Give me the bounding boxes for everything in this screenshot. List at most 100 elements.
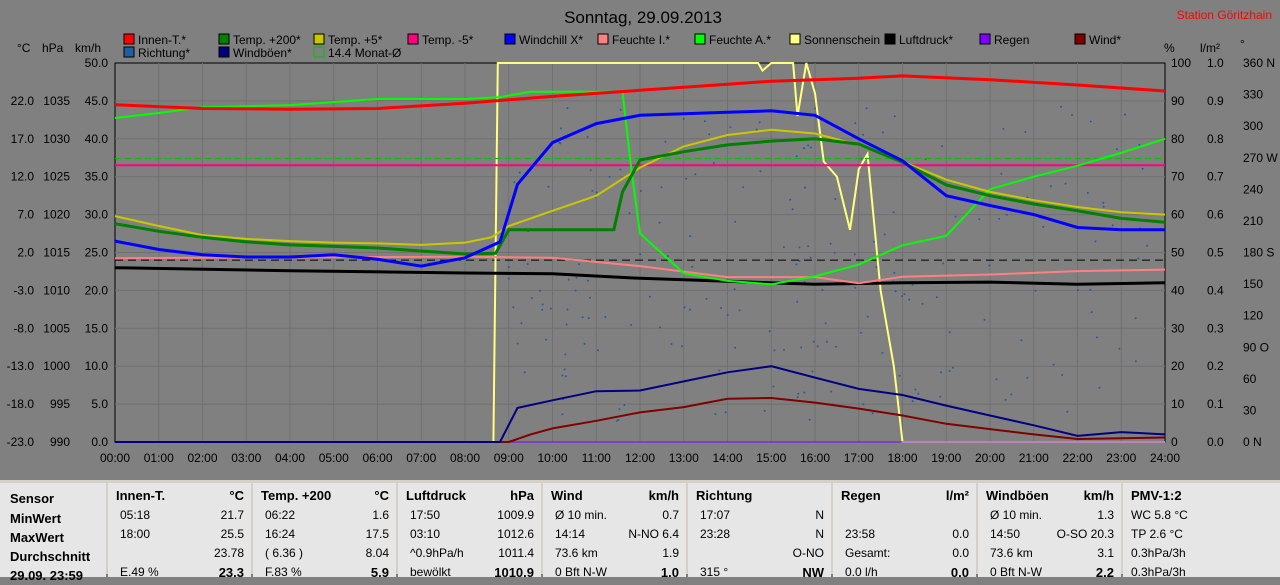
direction-dot (664, 140, 667, 143)
direction-dot (520, 322, 523, 325)
legend-swatch (694, 33, 706, 45)
direction-dot (948, 370, 951, 372)
direction-dot (816, 345, 819, 348)
direction-dot (825, 340, 828, 343)
direction-dot (791, 208, 794, 211)
direction-dot (796, 300, 799, 303)
tick-rain: 0.0 (1207, 435, 1224, 449)
direction-dot (800, 346, 803, 349)
direction-dot (808, 418, 811, 421)
direction-dot (772, 385, 775, 388)
direction-dot (894, 290, 897, 293)
direction-dot (742, 186, 745, 189)
panel-row: 14:14 N-NO 6.4 (543, 527, 686, 547)
direction-dot (854, 122, 857, 125)
panel-min-val: 1009.9 (497, 508, 534, 522)
panel-row: 17:50 1009.9 (398, 508, 541, 528)
pmv-panel: PMV-1:2 WC 5.8 °C TP 2.6 °C 0.3hPa/3h 0.3hPa… (1123, 483, 1280, 579)
direction-dot (903, 293, 906, 296)
direction-dot (875, 266, 878, 269)
direction-dot (683, 306, 686, 309)
direction-dot (921, 302, 924, 305)
tick-time: 17:00 (844, 451, 874, 465)
pmv-title: PMV-1:2 (1131, 488, 1182, 503)
pmv-tp: TP 2.6 °C (1131, 527, 1183, 541)
panel-unit: l/m² (945, 488, 969, 503)
direction-dot (1000, 172, 1003, 175)
direction-dot (914, 388, 917, 391)
panel-avg-val: 1.9 (662, 546, 679, 560)
panel-min-val: N (815, 508, 824, 522)
direction-dot (1134, 360, 1137, 363)
direction-dot (1146, 244, 1149, 247)
tick-time: 20:00 (975, 451, 1005, 465)
direction-dot (796, 396, 799, 399)
tick-wind: 50.0 (85, 56, 109, 70)
direction-dot (1102, 205, 1105, 208)
direction-dot (587, 279, 589, 282)
direction-dot (549, 307, 552, 310)
tick-time: 12:00 (625, 451, 655, 465)
direction-dot (797, 392, 800, 395)
tick-time: 00:00 (100, 451, 130, 465)
panel-unit: °C (374, 488, 389, 503)
direction-dot (518, 171, 521, 174)
panel-max-time: 03:10 (410, 527, 441, 541)
panel-row: Windböen km/h (978, 488, 1121, 508)
direction-dot (795, 263, 798, 266)
tick-time: 04:00 (275, 451, 305, 465)
direction-dot (917, 392, 920, 395)
panel-row: Luftdruck hPa (398, 488, 541, 508)
panel-max-val: N-NO 6.4 (628, 527, 679, 541)
panel-last-val: 5.9 (370, 565, 389, 580)
tick-time: 24:00 (1150, 451, 1180, 465)
panel-max-val: 25.5 (220, 527, 244, 541)
direction-dot (1024, 131, 1027, 133)
tick-humidity: 80 (1171, 132, 1185, 146)
direction-dot (547, 185, 550, 188)
direction-dot (830, 390, 833, 393)
tick-rain: 1.0 (1207, 56, 1224, 70)
tick-direction: 120 (1243, 309, 1263, 323)
tick-humidity: 100 (1171, 56, 1191, 70)
direction-dot (712, 161, 715, 164)
tick-time: 18:00 (887, 451, 917, 465)
legend-swatch (123, 46, 135, 58)
panel-max-time: 23:58 (845, 527, 876, 541)
direction-dot (560, 127, 562, 130)
legend-label: 14.4 Monat-Ø (328, 46, 401, 60)
pmv-row: PMV-1:2 (1123, 488, 1280, 508)
direction-dot (759, 170, 762, 173)
pmv-trend: 0.3hPa/3h (1131, 546, 1186, 560)
direction-dot (783, 348, 785, 351)
panel-name: Regen (841, 488, 881, 503)
unit-kmh: km/h (75, 41, 101, 55)
direction-dot (639, 253, 642, 256)
direction-dot (941, 145, 944, 148)
tick-pressure: 995 (50, 397, 70, 411)
direction-dot (564, 353, 567, 356)
direction-dot (892, 211, 895, 214)
tick-direction: 150 (1243, 277, 1263, 291)
tick-time: 07:00 (406, 451, 436, 465)
panel-max-val: 17.5 (365, 527, 389, 541)
direction-dot (691, 265, 694, 268)
direction-dot (1094, 240, 1097, 243)
direction-dot (988, 264, 991, 267)
direction-dot (565, 323, 568, 326)
legend-swatch (218, 46, 230, 58)
panel-row: Innen-T. °C (108, 488, 251, 508)
tick-rain: 0.3 (1207, 321, 1224, 335)
direction-dot (809, 256, 812, 259)
direction-dot (586, 136, 589, 138)
panel-name: Temp. +200 (261, 488, 332, 503)
panel-avg-val: O-NO (792, 546, 824, 560)
series-wind (115, 396, 1166, 443)
direction-dot (705, 297, 708, 300)
weather-chart: Sonntag, 29.09.2013 Station Göritzhain °… (7, 8, 1279, 465)
tick-wind: 35.0 (85, 170, 109, 184)
tick-humidity: 50 (1171, 246, 1185, 260)
tick-wind: 40.0 (85, 132, 109, 146)
sensor-panel: Innen-T. °C 05:18 21.7 18:00 25.5 23.78 E.49 % 2… (108, 483, 251, 580)
panel-last-note: 0 Bft N-W (990, 565, 1043, 579)
